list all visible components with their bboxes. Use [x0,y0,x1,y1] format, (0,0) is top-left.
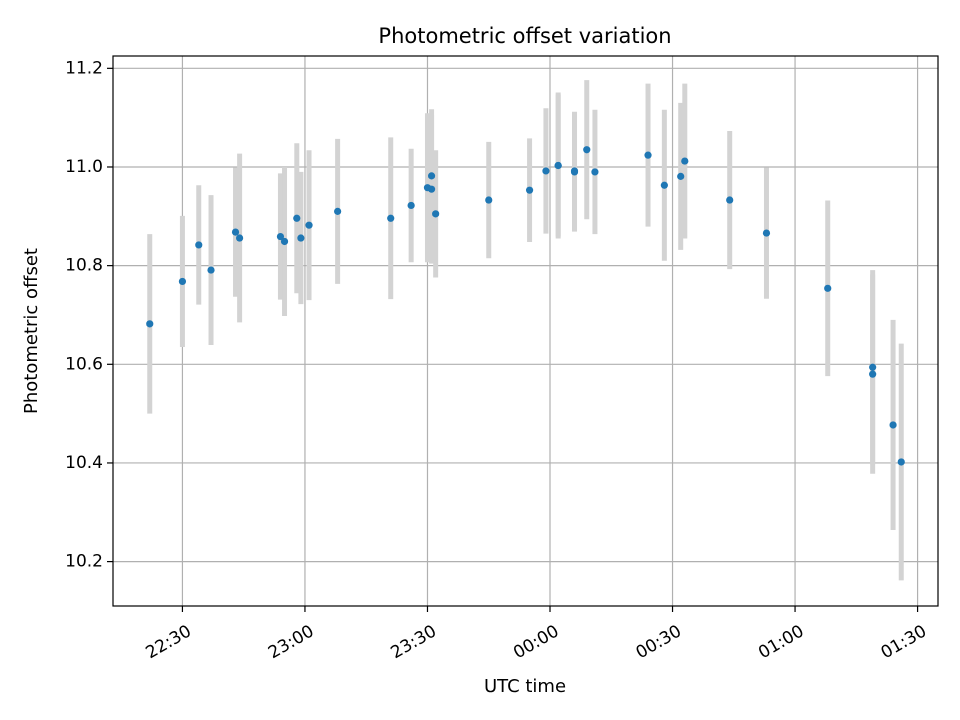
data-point [280,237,289,246]
plot-frame [112,55,939,607]
data-point [293,214,301,222]
data-point [726,196,734,204]
data-point [677,172,685,180]
y-tick-label: 10.2 [65,552,103,572]
y-tick-label: 10.8 [65,256,103,276]
data-point [407,201,415,210]
data-point [869,363,877,371]
data-point [305,221,313,229]
data-point [236,234,244,242]
data-point [387,214,395,222]
data-point [681,157,689,165]
data-point [554,161,562,170]
y-tick-label: 10.4 [65,453,103,473]
grid-lines [113,56,938,606]
data-point [525,186,534,194]
data-point [427,185,436,193]
x-axis-label: UTC time [484,676,566,697]
y-axis-label: Photometric offset [21,248,42,414]
data-point [334,207,342,215]
y-tick-label: 11.2 [65,58,103,78]
data-point [660,181,668,189]
y-tick-label: 10.6 [65,354,103,374]
data-point [207,266,215,274]
data-point [231,228,240,236]
data-point [178,277,187,286]
data-point [583,146,591,154]
data-point [570,167,579,175]
data-point [146,320,154,328]
data-point [427,172,436,180]
data-point [889,421,897,429]
data-point [591,168,599,176]
data-point [542,167,550,175]
y-tick-label: 11.0 [65,157,103,177]
data-point [762,229,771,237]
data-point [276,232,285,241]
data-point [644,151,652,159]
y-axis-ticks: 10.2 10.4 10.6 10.8 11.0 11.2 [65,58,113,572]
data-point [195,241,203,249]
data-points [146,146,905,466]
data-point [432,210,440,218]
chart-title: Photometric offset variation [378,24,671,48]
data-point [485,196,493,204]
data-point [297,234,305,242]
data-point [869,370,877,378]
data-point [897,458,905,466]
data-point [824,284,832,292]
